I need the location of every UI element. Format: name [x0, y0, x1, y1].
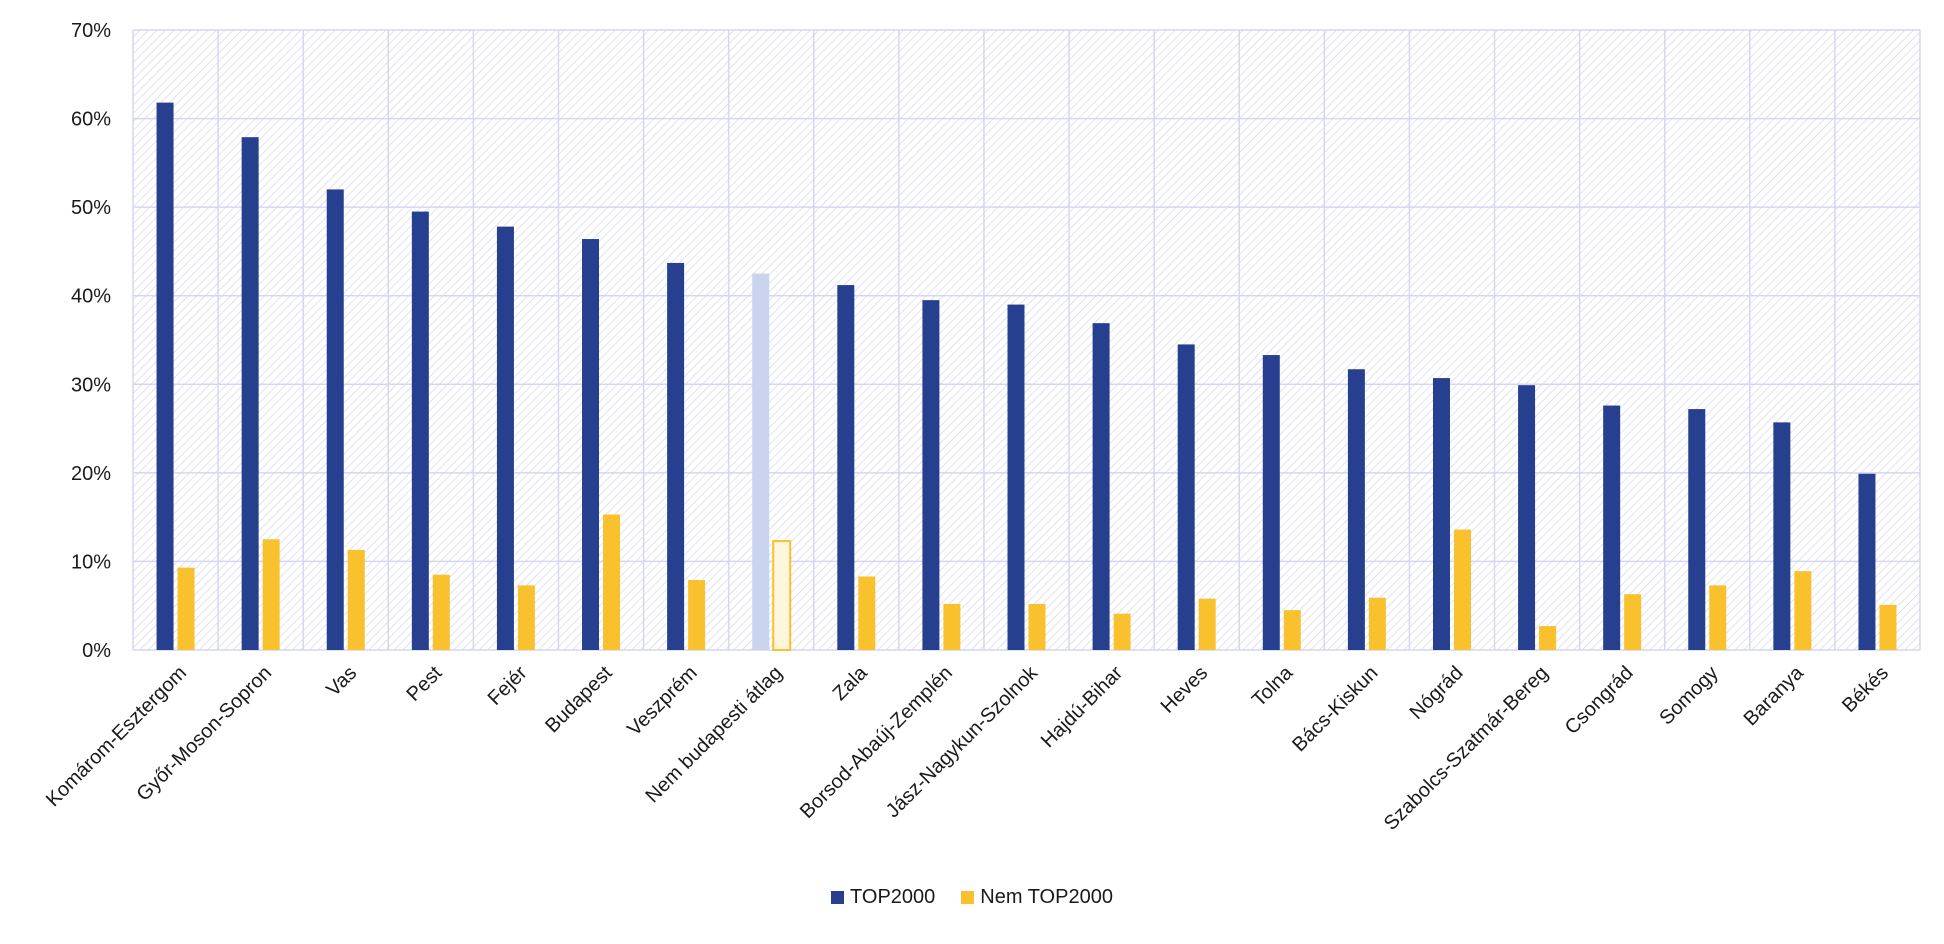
legend-label-not-top2000: Nem TOP2000: [980, 886, 1113, 908]
x-tick-label: Baranya: [1740, 661, 1809, 730]
bar-not-top2000: [688, 580, 706, 650]
legend: TOP2000 Nem TOP2000: [0, 886, 1944, 909]
bar-top2000: [496, 226, 514, 650]
bar-top2000: [837, 285, 855, 650]
bar-top2000: [1177, 344, 1195, 650]
bar-top2000: [1007, 304, 1025, 650]
bar-not-top2000: [1794, 571, 1812, 650]
x-tick-label: Tolna: [1248, 661, 1298, 711]
bar-top2000: [411, 211, 429, 651]
legend-swatch-top2000: [831, 891, 845, 904]
bar-not-top2000: [517, 585, 535, 650]
bar-top2000: [582, 239, 600, 650]
y-tick-label: 0%: [82, 640, 111, 662]
bar-not-top2000: [1368, 597, 1386, 650]
bar-not-top2000: [1539, 626, 1557, 650]
bar-top2000: [1092, 323, 1110, 650]
x-tick-label: Somogy: [1655, 662, 1722, 729]
bar-not-top2000: [603, 514, 621, 650]
bar-not-top2000: [347, 549, 365, 650]
y-tick-label: 50%: [71, 197, 111, 219]
bar-top2000: [241, 137, 259, 650]
bar-top2000: [1518, 385, 1536, 650]
x-tick-label: Jász-Nagykun-Szolnok: [882, 661, 1043, 822]
bar-not-top2000: [1113, 613, 1131, 650]
x-tick-label: Pest: [403, 662, 447, 706]
bar-top2000: [1262, 355, 1280, 650]
y-tick-label: 40%: [71, 286, 111, 308]
bar-not-top2000: [1624, 594, 1642, 650]
bar-not-top2000: [177, 567, 195, 650]
y-tick-label: 10%: [71, 551, 111, 573]
bar-top2000: [1603, 405, 1621, 650]
bar-not-top2000: [943, 603, 961, 650]
x-tick-label: Heves: [1157, 662, 1213, 718]
y-tick-label: 60%: [71, 109, 111, 131]
bars: [156, 102, 1897, 651]
y-axis: 0% 10% 20% 30% 40% 50% 60% 70%: [71, 20, 111, 662]
x-tick-label: Fejér: [484, 662, 532, 710]
x-tick-label: Bács-Kiskun: [1288, 662, 1382, 756]
bar-not-top2000: [1709, 585, 1727, 650]
x-tick-label: Csongrád: [1561, 662, 1638, 739]
bar-top2000: [1432, 378, 1450, 650]
x-tick-label: Vas: [322, 662, 361, 701]
bar-not-top2000: [1283, 610, 1301, 650]
bar-top2000: [922, 300, 940, 650]
x-tick-label: Budapest: [541, 662, 617, 738]
bar-top2000: [1773, 422, 1791, 650]
x-tick-label: Békés: [1838, 662, 1893, 717]
bar-top2000: [667, 262, 685, 650]
bar-top2000: [752, 273, 770, 650]
bar-not-top2000: [1879, 604, 1897, 650]
x-tick-label: Zala: [829, 661, 873, 705]
x-tick-label: Szabolcs-Szatmár-Bereg: [1380, 662, 1553, 835]
legend-swatch-not-top2000: [961, 891, 975, 904]
y-tick-label: 70%: [71, 20, 111, 42]
bar-not-top2000: [432, 574, 450, 650]
x-tick-label: Nógrád: [1406, 662, 1468, 724]
bar-top2000: [1858, 473, 1876, 650]
bar-not-top2000: [1453, 529, 1471, 650]
x-tick-label: Hajdú-Bihar: [1037, 662, 1127, 752]
y-tick-label: 30%: [71, 374, 111, 396]
legend-item-top2000: TOP2000: [831, 886, 935, 909]
bar-not-top2000: [772, 540, 792, 651]
bar-top2000: [1688, 409, 1706, 650]
x-tick-label: Veszprém: [623, 662, 701, 740]
bar-not-top2000: [858, 576, 876, 650]
x-tick-label: Komárom-Esztergom: [42, 662, 191, 811]
bar-not-top2000: [262, 539, 280, 650]
bar-top2000: [326, 189, 344, 650]
y-tick-label: 20%: [71, 463, 111, 485]
bar-not-top2000: [1028, 603, 1046, 650]
x-tick-label: Borsod-Abaúj-Zemplén: [796, 662, 957, 823]
plot-area: [132, 29, 1921, 651]
bar-top2000: [1347, 369, 1365, 650]
legend-label-top2000: TOP2000: [850, 886, 936, 908]
bar-top2000: [156, 102, 174, 651]
legend-item-not-top2000: Nem TOP2000: [961, 886, 1113, 909]
bar-not-top2000: [1198, 598, 1216, 650]
gridlines: [132, 29, 1921, 651]
